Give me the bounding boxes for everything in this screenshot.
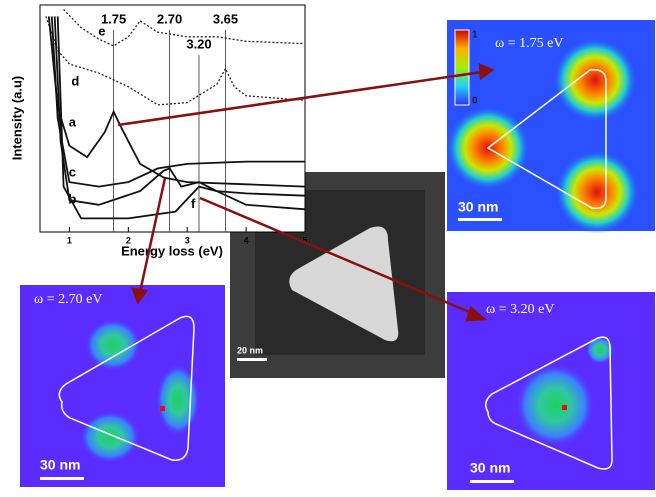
map-panel: ω = 2.70 eV 30 nm [20, 285, 225, 487]
map-panel: 1 0 ω = 1.75 eV 30 nm [446, 20, 655, 234]
panel-label: ω = 1.75 eV [495, 36, 563, 51]
series-label: e [98, 24, 105, 39]
colorbar-label: 0 [472, 96, 478, 107]
x-tick-label: 2 [126, 235, 131, 245]
panel-label: ω = 2.70 eV [34, 292, 102, 307]
peak-label: 3.20 [186, 36, 211, 51]
peak-label: 2.70 [157, 11, 182, 26]
x-tick-label: 1 [67, 235, 72, 245]
scale-label: 30 nm [458, 199, 498, 215]
y-axis-label: Intensity (a.u) [9, 76, 24, 161]
scale-label: 30 nm [470, 460, 510, 476]
peak-label: 3.65 [213, 11, 238, 26]
figure: 20 nm 1 0 ω = 1.75 eV 30 nm ω = 2.70 eV … [0, 0, 656, 492]
x-tick-label: 3 [185, 235, 190, 245]
scale-label: 20 nm [237, 345, 263, 355]
series-label: a [69, 114, 77, 129]
series-label: d [71, 74, 79, 89]
panel-label: ω = 3.20 eV [486, 302, 554, 317]
scale-label: 30 nm [40, 457, 80, 473]
x-axis-label: Energy loss (eV) [121, 243, 223, 258]
x-tick-label: 4 [244, 235, 249, 245]
colorbar-label: 1 [472, 30, 478, 41]
series-label: f [191, 196, 196, 211]
map-panel: ω = 3.20 eV 30 nm [447, 292, 655, 490]
series-label: c [69, 164, 76, 179]
